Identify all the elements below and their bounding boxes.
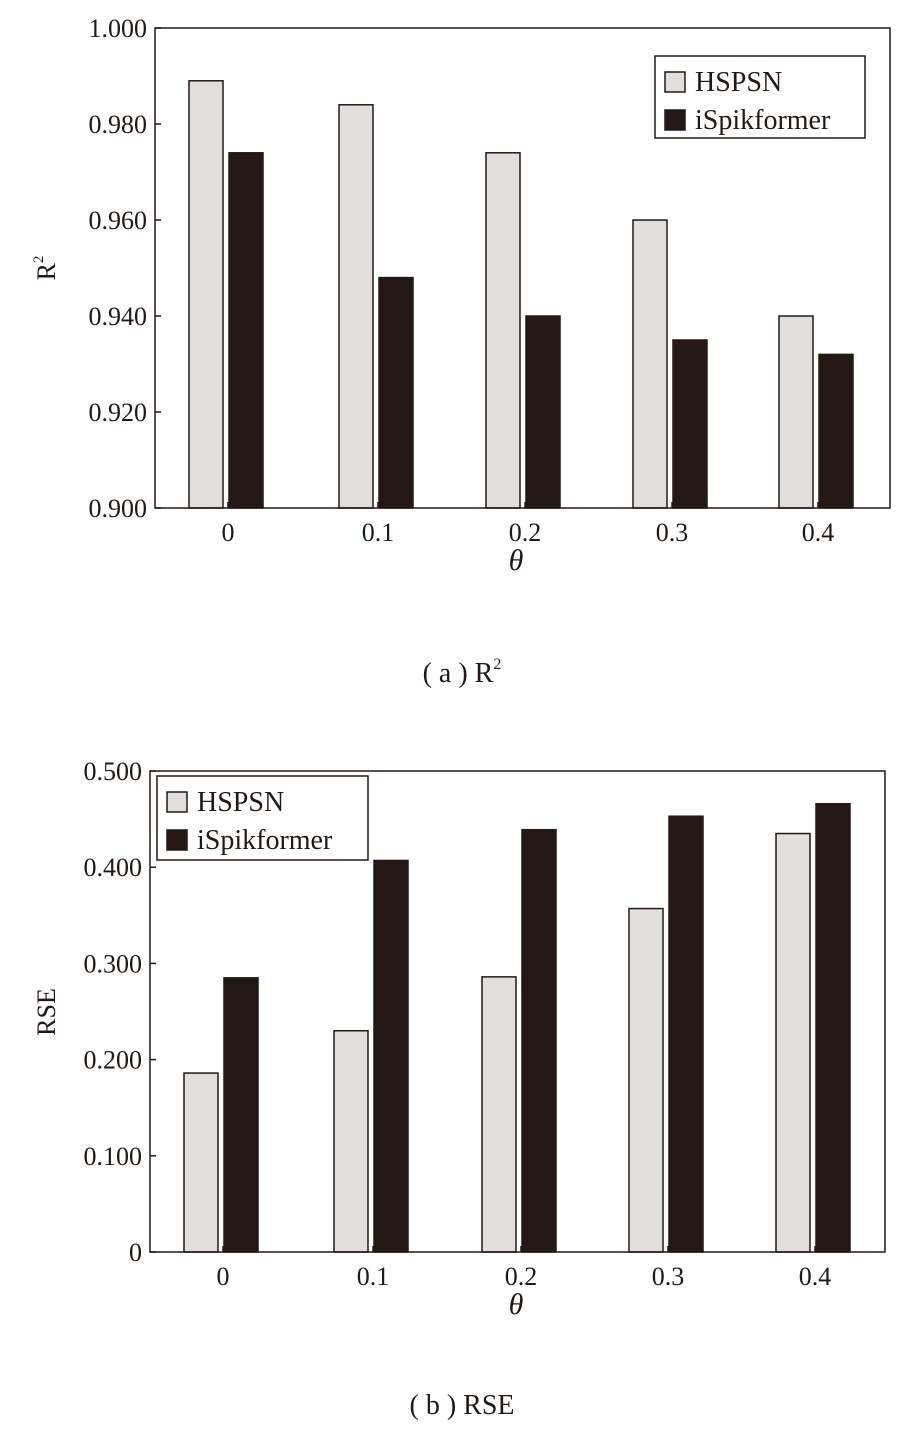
bar-hspsn-1 xyxy=(338,104,374,509)
legend-label-hspsn: HSPSN xyxy=(197,787,284,818)
y-tick-label: 1.000 xyxy=(89,14,148,43)
y-tick-label: 0.940 xyxy=(89,302,148,331)
bar-hspsn-4 xyxy=(778,315,814,509)
y-tick-label: 0 xyxy=(129,1238,142,1267)
bar-ispikformer-0 xyxy=(228,152,264,509)
caption-text: ( a ) R xyxy=(423,658,494,689)
bar-ispikformer-3 xyxy=(668,815,704,1253)
y-tick-label: 0.100 xyxy=(84,1142,143,1171)
x-tick-label: 0.2 xyxy=(505,1262,538,1291)
y-tick-label: 0.300 xyxy=(84,949,143,978)
legend-box xyxy=(156,775,369,861)
bar-ispikformer-1 xyxy=(373,859,409,1253)
chart-1: 0 0.100 0.200 0.300 0.400 0.500 0 0.1 0.2 0.3 0.4 θ… xyxy=(32,757,886,1421)
y-axis-label-sup: 2 xyxy=(31,256,47,264)
y-axis-label: RSE xyxy=(32,988,61,1036)
y-tick-label: 0.400 xyxy=(84,853,143,882)
bar-hspsn-0 xyxy=(183,1072,219,1253)
y-axis-label-text: RSE xyxy=(32,988,61,1036)
chart-0: 0.900 0.920 0.940 0.960 0.980 1.000 0 0.1 0.2 0.3… xyxy=(31,14,891,689)
legend-label-ispikformer: iSpikformer xyxy=(197,825,333,856)
caption-sup: 2 xyxy=(493,656,501,673)
x-tick-label: 0 xyxy=(217,1262,230,1291)
x-tick-label: 0.4 xyxy=(802,518,835,547)
x-tick-label: 0.3 xyxy=(652,1262,685,1291)
y-tick-label: 0.920 xyxy=(89,398,148,427)
bar-hspsn-2 xyxy=(481,976,517,1253)
legend-swatch-hspsn xyxy=(166,791,188,813)
legend-swatch-ispikformer xyxy=(166,829,188,851)
x-tick-label: 0.1 xyxy=(362,518,395,547)
bar-ispikformer-2 xyxy=(525,315,561,509)
legend-swatch-ispikformer xyxy=(664,109,686,131)
y-axis-label: R2 xyxy=(31,256,61,281)
x-axis-label: θ xyxy=(509,544,524,577)
bar-ispikformer-4 xyxy=(815,802,851,1253)
y-axis-label-text: R xyxy=(32,262,61,280)
bar-ispikformer-1 xyxy=(378,276,414,509)
bar-ispikformer-0 xyxy=(223,977,259,1253)
legend-box xyxy=(654,55,866,139)
x-tick-label: 0.3 xyxy=(656,518,689,547)
bar-hspsn-4 xyxy=(775,832,811,1253)
y-tick-label: 0.980 xyxy=(89,110,148,139)
y-tick-label: 0.960 xyxy=(89,206,148,235)
caption-text: ( b ) RSE xyxy=(410,1390,515,1421)
legend-swatch-hspsn xyxy=(664,71,686,93)
x-tick-label: 0.1 xyxy=(357,1262,390,1291)
bar-hspsn-3 xyxy=(628,907,664,1253)
bar-ispikformer-4 xyxy=(818,353,854,509)
chart-caption: ( b ) RSE xyxy=(410,1390,515,1421)
y-tick-label: 0.900 xyxy=(89,494,148,523)
bar-hspsn-3 xyxy=(632,219,668,509)
legend-label-ispikformer: iSpikformer xyxy=(695,105,831,136)
bar-hspsn-2 xyxy=(485,152,521,509)
x-tick-label: 0.4 xyxy=(799,1262,832,1291)
bar-ispikformer-3 xyxy=(672,339,708,509)
x-axis-label: θ xyxy=(509,1288,524,1321)
x-tick-label: 0 xyxy=(222,518,235,547)
y-tick-label: 0.200 xyxy=(84,1046,143,1075)
plot-frame xyxy=(154,27,891,509)
x-tick-label: 0.2 xyxy=(509,518,542,547)
bar-hspsn-0 xyxy=(188,80,224,509)
legend-label-hspsn: HSPSN xyxy=(695,67,782,98)
y-tick-label: 0.500 xyxy=(84,757,143,786)
bar-ispikformer-2 xyxy=(521,828,557,1253)
plot-frame xyxy=(149,770,886,1253)
chart-caption: ( a ) R2 xyxy=(423,656,502,689)
bar-hspsn-1 xyxy=(333,1029,369,1253)
